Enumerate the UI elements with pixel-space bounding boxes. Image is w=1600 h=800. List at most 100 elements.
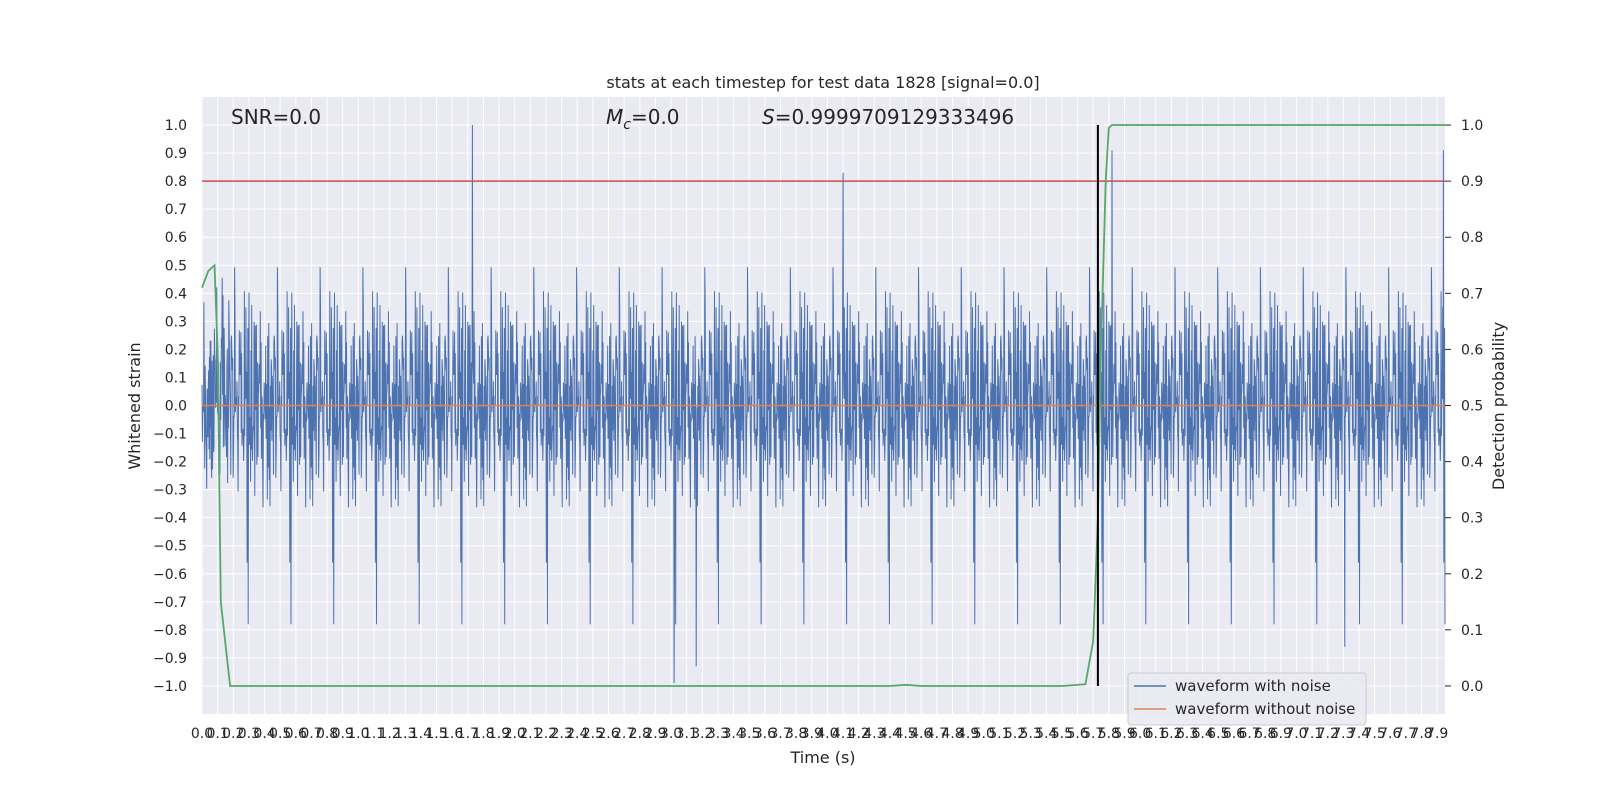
x-tick-label: 1.9 [488, 726, 510, 742]
x-tick-label: 1.2 [378, 726, 400, 742]
x-tick-label: 0.8 [316, 726, 338, 742]
x-tick-label: 2.7 [613, 726, 635, 742]
x-tick-label: 0.7 [300, 726, 322, 742]
x-tick-label: 4.9 [957, 726, 979, 742]
x-tick-label: 0.0 [191, 726, 213, 742]
x-tick-label: 5.1 [988, 726, 1010, 742]
x-tick-label: 3.5 [738, 726, 760, 742]
y2-tick-label: 0.5 [1461, 399, 1483, 415]
x-tick-label: 3.6 [754, 726, 776, 742]
mc-subscript: c [623, 117, 631, 133]
legend-label-clean: waveform without noise [1175, 700, 1355, 718]
x-tick-label: 2.9 [644, 726, 666, 742]
y-tick-label: −0.9 [153, 651, 187, 667]
y2-tick-label: 0.2 [1461, 567, 1483, 583]
x-tick-label: 7.5 [1364, 726, 1386, 742]
x-tick-label: 4.7 [926, 726, 948, 742]
y-tick-label: 0.9 [165, 146, 187, 162]
x-tick-label: 5.0 [973, 726, 995, 742]
x-tick-label: 3.8 [785, 726, 807, 742]
y-tick-label: 0.1 [165, 370, 187, 386]
waveform-with-noise-series [201, 124, 1446, 684]
x-tick-label: 6.6 [1223, 726, 1245, 742]
y2-tick-label: 0.1 [1461, 623, 1483, 639]
y2-tick-labels: 0.0 0.1 0.2 0.3 0.4 0.5 0.6 0.7 0.8 0.9 1.0 [1445, 118, 1483, 695]
x-tick-label: 3.3 [707, 726, 729, 742]
s-value: =0.9999709129333496 [775, 105, 1014, 129]
x-tick-label: 0.5 [269, 726, 291, 742]
x-tick-label: 7.2 [1317, 726, 1339, 742]
x-tick-label: 3.1 [676, 726, 698, 742]
x-axis-label: Time (s) [789, 748, 855, 767]
x-tick-label: 4.3 [863, 726, 885, 742]
s-annotation: S=0.9999709129333496 [762, 105, 1014, 129]
x-tick-label: 3.9 [801, 726, 823, 742]
x-tick-label: 4.8 [941, 726, 963, 742]
x-tick-label: 5.5 [1051, 726, 1073, 742]
y2-tick-label: 0.3 [1461, 511, 1483, 527]
x-tick-label: 6.5 [1207, 726, 1229, 742]
snr-annotation: SNR=0.0 [231, 105, 321, 129]
y2-tick-label: 0.0 [1461, 679, 1483, 695]
x-tick-label: 2.1 [519, 726, 541, 742]
x-tick-label: 6.8 [1254, 726, 1276, 742]
x-tick-label: 0.4 [253, 726, 275, 742]
x-tick-label: 5.9 [1113, 726, 1135, 742]
x-tick-label: 6.1 [1145, 726, 1167, 742]
x-tick-label: 7.7 [1395, 726, 1417, 742]
y-tick-label: −0.7 [153, 595, 187, 611]
x-tick-label: 4.1 [832, 726, 854, 742]
x-tick-label: 6.4 [1192, 726, 1214, 742]
waveform-with-noise-line [201, 124, 1446, 684]
x-tick-label: 4.2 [848, 726, 870, 742]
overlay-lines [201, 124, 1445, 687]
y-tick-label: −0.3 [153, 483, 187, 499]
x-tick-label: 4.4 [879, 726, 901, 742]
y-tick-label: 0.4 [165, 286, 187, 302]
x-tick-label: 6.7 [1238, 726, 1260, 742]
mc-symbol: M [606, 105, 623, 129]
y2-tick-label: 0.7 [1461, 286, 1483, 302]
y2-axis-label: Detection probability [1489, 322, 1508, 490]
legend: waveform with noise waveform without noi… [1127, 672, 1367, 726]
x-tick-label: 2.8 [629, 726, 651, 742]
x-tick-label: 4.5 [894, 726, 916, 742]
x-tick-label: 2.3 [550, 726, 572, 742]
y-tick-label: −0.8 [153, 623, 187, 639]
y-tick-labels: −1.0 −0.9 −0.8 −0.7 −0.6 −0.5 −0.4 −0.3 −0.2 −0.1… [153, 118, 187, 695]
x-tick-label: 0.9 [332, 726, 354, 742]
legend-label-noise: waveform with noise [1175, 677, 1331, 695]
x-tick-label: 0.3 [238, 726, 260, 742]
x-tick-label: 7.1 [1301, 726, 1323, 742]
y2-tick-label: 0.9 [1461, 174, 1483, 190]
x-tick-label: 1.4 [410, 726, 432, 742]
y2-tick-label: 0.8 [1461, 230, 1483, 246]
x-tick-label: 2.4 [566, 726, 588, 742]
y-tick-label: 0.8 [165, 174, 187, 190]
chart-title: stats at each timestep for test data 182… [606, 73, 1039, 92]
y-tick-label: 0.0 [165, 399, 187, 415]
y-tick-label: 0.7 [165, 202, 187, 218]
legend-box [1127, 672, 1367, 726]
y-tick-label: 0.3 [165, 314, 187, 330]
x-tick-label: 1.5 [425, 726, 447, 742]
y-tick-label: 0.5 [165, 258, 187, 274]
y-tick-label: −0.6 [153, 567, 187, 583]
y-tick-label: −0.5 [153, 539, 187, 555]
x-tick-label: 6.3 [1176, 726, 1198, 742]
y-tick-label: −0.2 [153, 455, 187, 471]
x-tick-label: 7.4 [1348, 726, 1370, 742]
x-tick-label: 2.5 [582, 726, 604, 742]
y-tick-label: −1.0 [153, 679, 187, 695]
x-tick-label: 2.2 [535, 726, 557, 742]
x-tick-label: 6.0 [1129, 726, 1151, 742]
x-tick-label: 3.2 [691, 726, 713, 742]
y2-tick-label: 1.0 [1461, 118, 1483, 134]
x-tick-label: 6.9 [1270, 726, 1292, 742]
x-tick-label: 5.7 [1082, 726, 1104, 742]
y-tick-label: −0.1 [153, 427, 187, 443]
x-tick-label: 3.0 [660, 726, 682, 742]
chirp-mass-annotation: Mc=0.0 [606, 105, 680, 133]
x-tick-label: 5.8 [1098, 726, 1120, 742]
x-tick-label: 7.8 [1410, 726, 1432, 742]
